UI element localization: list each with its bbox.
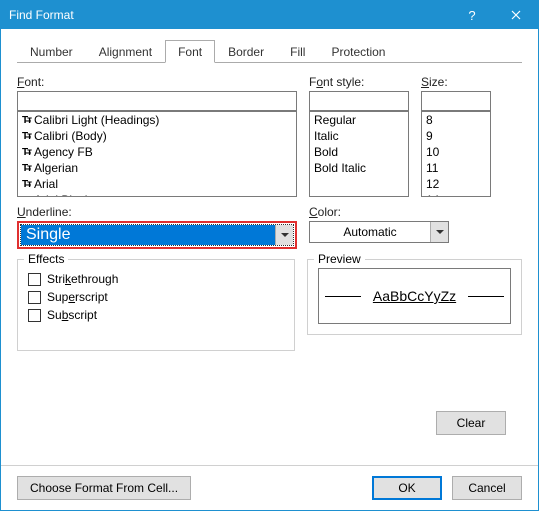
choose-format-button[interactable]: Choose Format From Cell... (17, 476, 191, 500)
chevron-down-icon[interactable] (430, 222, 448, 242)
close-button[interactable] (494, 1, 538, 29)
cancel-button[interactable]: Cancel (452, 476, 522, 500)
preview-box: AaBbCcYyZz (318, 268, 511, 324)
font-label: Font: (17, 75, 297, 89)
color-value: Automatic (310, 225, 430, 239)
effects-legend: Effects (24, 252, 68, 266)
strikethrough-checkbox[interactable] (28, 273, 41, 286)
list-item: 14 (422, 192, 490, 197)
font-style-list[interactable]: Regular Italic Bold Bold Italic (309, 111, 409, 197)
strikethrough-label: Strikethrough (47, 272, 118, 286)
color-label: Color: (309, 205, 522, 219)
list-item: 8 (422, 112, 490, 128)
size-list[interactable]: 8 9 10 11 12 14 (421, 111, 491, 197)
dialog-footer: Choose Format From Cell... OK Cancel (1, 465, 538, 510)
list-item: Bold (310, 144, 408, 160)
superscript-label: Superscript (47, 290, 108, 304)
help-button[interactable]: ? (450, 1, 494, 29)
tab-alignment[interactable]: Alignment (86, 40, 165, 63)
list-item: T̶ᴛArial Black (18, 192, 296, 197)
list-item: 10 (422, 144, 490, 160)
list-item: Regular (310, 112, 408, 128)
effects-group: Effects Strikethrough Superscript Subscr… (17, 259, 295, 351)
tab-bar: Number Alignment Font Border Fill Protec… (17, 39, 522, 63)
preview-group: Preview AaBbCcYyZz (307, 259, 522, 335)
color-combo[interactable]: Automatic (309, 221, 449, 243)
title-bar: Find Format ? (1, 1, 538, 29)
clear-button[interactable]: Clear (436, 411, 506, 435)
subscript-label: Subscript (47, 308, 97, 322)
font-list[interactable]: T̶ᴛCalibri Light (Headings) T̶ᴛCalibri (… (17, 111, 297, 197)
window-title: Find Format (9, 8, 74, 22)
find-format-dialog: Find Format ? Number Alignment Font Bord… (0, 0, 539, 511)
size-label: Size: (421, 75, 491, 89)
list-item: 9 (422, 128, 490, 144)
tab-font[interactable]: Font (165, 40, 215, 63)
tab-fill[interactable]: Fill (277, 40, 318, 63)
underline-label: Underline: (17, 205, 297, 219)
list-item: 11 (422, 160, 490, 176)
tab-protection[interactable]: Protection (318, 40, 398, 63)
font-style-label: Font style: (309, 75, 409, 89)
list-item: Bold Italic (310, 160, 408, 176)
superscript-checkbox[interactable] (28, 291, 41, 304)
ok-button[interactable]: OK (372, 476, 442, 500)
tab-number[interactable]: Number (17, 40, 86, 63)
preview-text: AaBbCcYyZz (373, 288, 456, 304)
font-input[interactable] (17, 91, 297, 111)
list-item: T̶ᴛArial (18, 176, 296, 192)
font-style-input[interactable] (309, 91, 409, 111)
list-item: T̶ᴛCalibri (Body) (18, 128, 296, 144)
preview-legend: Preview (314, 252, 365, 266)
chevron-down-icon[interactable] (275, 225, 293, 245)
list-item: 12 (422, 176, 490, 192)
tab-border[interactable]: Border (215, 40, 277, 63)
underline-value: Single (21, 225, 275, 245)
list-item: T̶ᴛAlgerian (18, 160, 296, 176)
list-item: T̶ᴛCalibri Light (Headings) (18, 112, 296, 128)
size-input[interactable] (421, 91, 491, 111)
underline-combo[interactable]: Single (20, 224, 294, 246)
list-item: T̶ᴛAgency FB (18, 144, 296, 160)
underline-highlight: Single (17, 221, 297, 249)
list-item: Italic (310, 128, 408, 144)
subscript-checkbox[interactable] (28, 309, 41, 322)
